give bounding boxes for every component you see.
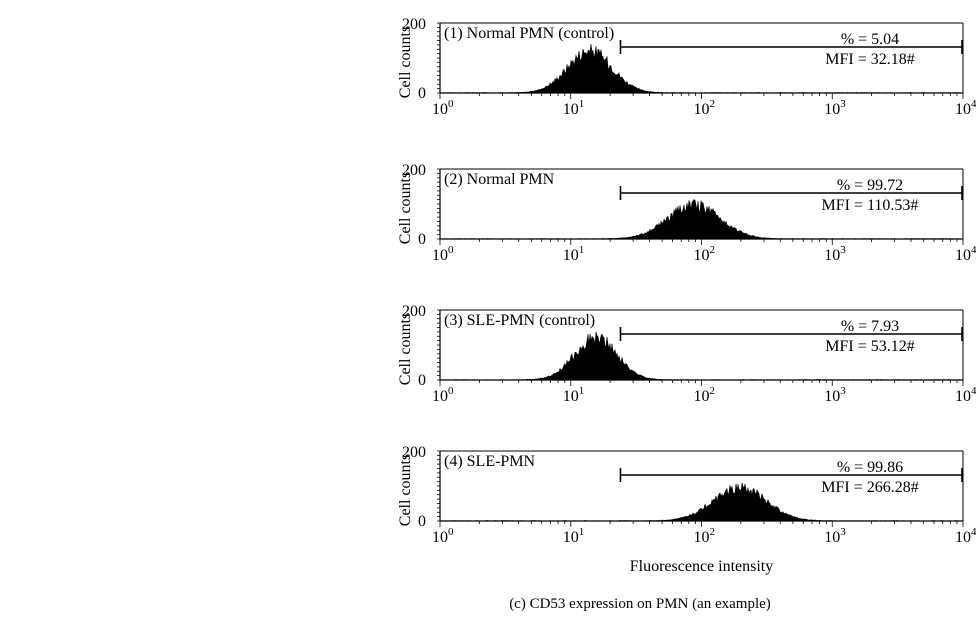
percent-annotation: % = 99.86 (837, 459, 903, 476)
panel-label: (1) Normal PMN (control) (444, 25, 614, 42)
panel-label: (2) Normal PMN (444, 171, 555, 188)
y-tick-label: 200 (402, 162, 426, 179)
histogram-panel-2: 0 200 100 101 102 103 104 Cell counts (2) Normal… (397, 162, 976, 264)
y-tick-label: 200 (402, 303, 426, 320)
y-tick-label: 0 (418, 85, 426, 102)
mfi-annotation: MFI = 266.28# (821, 479, 918, 496)
x-tick-label: 104 (955, 526, 976, 546)
histogram-panel-4: 0 200 100 101 102 103 104 Cell counts (4) SLE-PM… (397, 444, 976, 575)
x-tick-label: 104 (955, 244, 976, 264)
x-tick-label: 101 (563, 526, 585, 546)
x-tick-label: 104 (955, 98, 976, 118)
y-axis-label: Cell counts (397, 454, 414, 526)
histogram-panel-1: 0 200 100 101 102 103 104 Cell counts (1) Normal… (397, 16, 976, 118)
percent-annotation: % = 5.04 (841, 31, 899, 48)
x-tick-label: 101 (563, 244, 585, 264)
y-tick-label: 0 (418, 372, 426, 389)
mfi-annotation: MFI = 32.18# (825, 51, 914, 68)
x-tick-label: 102 (694, 98, 716, 118)
y-axis-label: Cell counts (397, 26, 414, 98)
x-tick-label: 103 (824, 98, 846, 118)
y-tick-label: 200 (402, 444, 426, 461)
x-tick-label: 100 (432, 385, 454, 405)
x-tick-label: 104 (955, 385, 976, 405)
chart-canvas: 0 200 100 101 102 103 104 Cell counts (1) Normal… (397, 16, 976, 575)
x-tick-label: 100 (432, 98, 454, 118)
x-tick-label: 103 (824, 526, 846, 546)
x-tick-label: 100 (432, 526, 454, 546)
figure-caption: (c) CD53 expression on PMN (an example) (509, 596, 771, 612)
x-tick-label: 103 (824, 385, 846, 405)
y-tick-label: 0 (418, 513, 426, 530)
x-tick-label: 102 (694, 526, 716, 546)
histogram-panel-3: 0 200 100 101 102 103 104 Cell counts (3) SLE-PM… (397, 303, 976, 405)
y-axis-label: Cell counts (397, 313, 414, 385)
mfi-annotation: MFI = 53.12# (825, 338, 914, 355)
y-tick-label: 200 (402, 16, 426, 33)
x-tick-label: 100 (432, 244, 454, 264)
panel-label: (4) SLE-PMN (444, 453, 536, 470)
percent-annotation: % = 7.93 (841, 318, 899, 335)
mfi-annotation: MFI = 110.53# (822, 197, 919, 214)
y-tick-label: 0 (418, 231, 426, 248)
x-tick-label: 102 (694, 385, 716, 405)
x-tick-label: 102 (694, 244, 716, 264)
x-axis-label: Fluorescence intensity (630, 558, 774, 575)
percent-annotation: % = 99.72 (837, 177, 903, 194)
x-tick-label: 101 (563, 98, 585, 118)
x-tick-label: 103 (824, 244, 846, 264)
panel-label: (3) SLE-PMN (control) (444, 312, 595, 329)
y-axis-label: Cell counts (397, 172, 414, 244)
x-tick-label: 101 (563, 385, 585, 405)
